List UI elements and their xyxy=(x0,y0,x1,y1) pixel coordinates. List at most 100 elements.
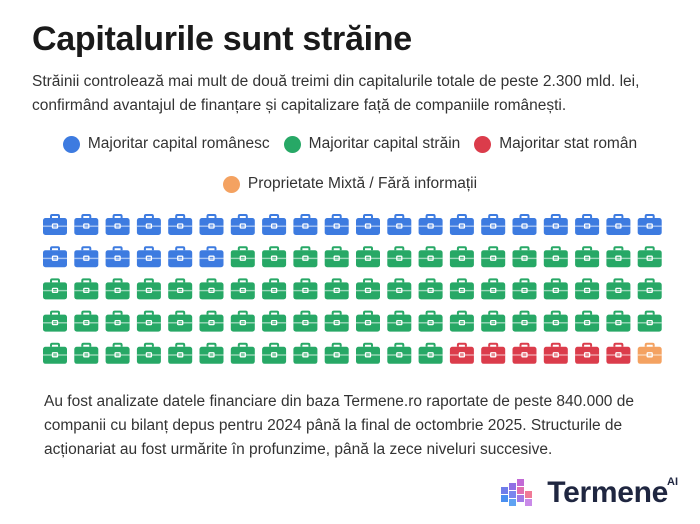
briefcase-icon xyxy=(543,342,568,364)
briefcase-icon xyxy=(43,342,67,364)
briefcase-icon xyxy=(356,214,380,235)
briefcase-icon xyxy=(324,310,349,332)
briefcase-icon xyxy=(356,278,380,300)
briefcase-icon xyxy=(262,310,287,332)
briefcase-icon xyxy=(606,310,631,332)
briefcase-icon xyxy=(168,214,193,235)
briefcase-icon xyxy=(481,246,506,268)
legend-swatch xyxy=(283,135,301,153)
briefcase-icon xyxy=(199,342,224,364)
briefcase-icon xyxy=(230,246,255,268)
briefcase-icon xyxy=(293,214,318,235)
briefcase-icon xyxy=(324,278,349,300)
briefcase-icon xyxy=(168,278,193,300)
briefcase-icon xyxy=(575,310,600,332)
briefcase-icon xyxy=(74,310,99,332)
chart-subtitle: Străinii controlează mai mult de două tr… xyxy=(32,73,640,114)
briefcase-icon xyxy=(293,278,318,300)
briefcase-icon xyxy=(418,214,443,235)
briefcase-icon xyxy=(262,278,287,300)
legend-item-mixed-unknown: Proprietate Mixtă / Fără informații xyxy=(222,174,478,194)
briefcase-icon xyxy=(293,246,318,268)
legend-item-romanian-state: Majoritar stat român xyxy=(474,134,637,154)
briefcase-icon xyxy=(43,246,67,268)
briefcase-icon xyxy=(449,246,474,268)
briefcase-icon xyxy=(575,342,600,364)
briefcase-icon xyxy=(105,278,130,300)
briefcase-icon xyxy=(136,342,161,364)
briefcase-icon xyxy=(512,310,537,332)
briefcase-icon xyxy=(387,214,412,235)
legend-item-romanian-capital: Majoritar capital românesc xyxy=(62,134,270,154)
briefcase-icon xyxy=(418,310,443,332)
briefcase-icon xyxy=(575,246,600,268)
briefcase-icon xyxy=(637,214,662,235)
legend: Majoritar capital românesc Majoritar cap… xyxy=(0,134,700,194)
brand-logo: Termene AI xyxy=(499,476,678,510)
briefcase-icon xyxy=(637,246,662,268)
briefcase-icon xyxy=(356,342,380,364)
briefcase-icon xyxy=(418,246,443,268)
briefcase-icon xyxy=(262,246,287,268)
briefcase-icon xyxy=(481,214,506,235)
briefcase-icon xyxy=(74,246,99,268)
briefcase-icon xyxy=(136,310,161,332)
briefcase-icon xyxy=(262,342,287,364)
briefcase-icon xyxy=(74,342,99,364)
briefcase-icon xyxy=(105,246,130,268)
briefcase-icon xyxy=(575,278,600,300)
briefcase-icon xyxy=(418,342,443,364)
briefcase-icon xyxy=(481,342,506,364)
briefcase-icon xyxy=(512,214,537,235)
briefcase-icon xyxy=(136,278,161,300)
waffle-chart xyxy=(43,214,662,364)
briefcase-icon xyxy=(230,214,255,235)
briefcase-icon xyxy=(543,310,568,332)
briefcase-icon xyxy=(293,342,318,364)
briefcase-icon xyxy=(105,214,130,235)
briefcase-icon xyxy=(199,278,224,300)
briefcase-icon xyxy=(481,310,506,332)
briefcase-icon xyxy=(606,342,631,364)
briefcase-icon xyxy=(449,278,474,300)
briefcase-icon xyxy=(418,278,443,300)
legend-label: Majoritar capital românesc xyxy=(87,135,270,152)
legend-swatch xyxy=(62,135,80,153)
briefcase-icon xyxy=(136,246,161,268)
briefcase-icon xyxy=(136,214,161,235)
briefcase-icon xyxy=(43,214,67,235)
briefcase-icon xyxy=(199,310,224,332)
briefcase-icon xyxy=(543,246,568,268)
briefcase-icon xyxy=(324,214,349,235)
legend-label: Majoritar stat român xyxy=(499,135,638,152)
legend-label: Proprietate Mixtă / Fără informații xyxy=(247,175,478,192)
briefcase-icon xyxy=(512,342,537,364)
briefcase-icon xyxy=(230,310,255,332)
briefcase-icon xyxy=(105,310,130,332)
briefcase-icon xyxy=(74,278,99,300)
briefcase-icon xyxy=(168,342,193,364)
briefcase-icon xyxy=(512,278,537,300)
briefcase-icon xyxy=(481,278,506,300)
briefcase-icon xyxy=(543,278,568,300)
briefcase-icon xyxy=(168,246,193,268)
briefcase-icon xyxy=(199,246,224,268)
briefcase-icon xyxy=(575,214,600,235)
briefcase-icon xyxy=(637,342,662,364)
briefcase-icon xyxy=(606,246,631,268)
legend-swatch xyxy=(222,175,240,193)
briefcase-icon xyxy=(356,246,380,268)
legend-label: Majoritar capital străin xyxy=(308,135,461,152)
briefcase-icon xyxy=(199,214,224,235)
briefcase-icon xyxy=(449,310,474,332)
briefcase-icon xyxy=(387,342,412,364)
legend-item-foreign-capital: Majoritar capital străin xyxy=(283,134,461,154)
briefcase-icon xyxy=(449,214,474,235)
briefcase-icon xyxy=(168,310,193,332)
briefcase-icon xyxy=(324,246,349,268)
briefcase-icon xyxy=(230,278,255,300)
brand-superscript: AI xyxy=(667,476,678,488)
briefcase-icon xyxy=(387,310,412,332)
briefcase-icon xyxy=(356,310,380,332)
briefcase-icon xyxy=(606,278,631,300)
